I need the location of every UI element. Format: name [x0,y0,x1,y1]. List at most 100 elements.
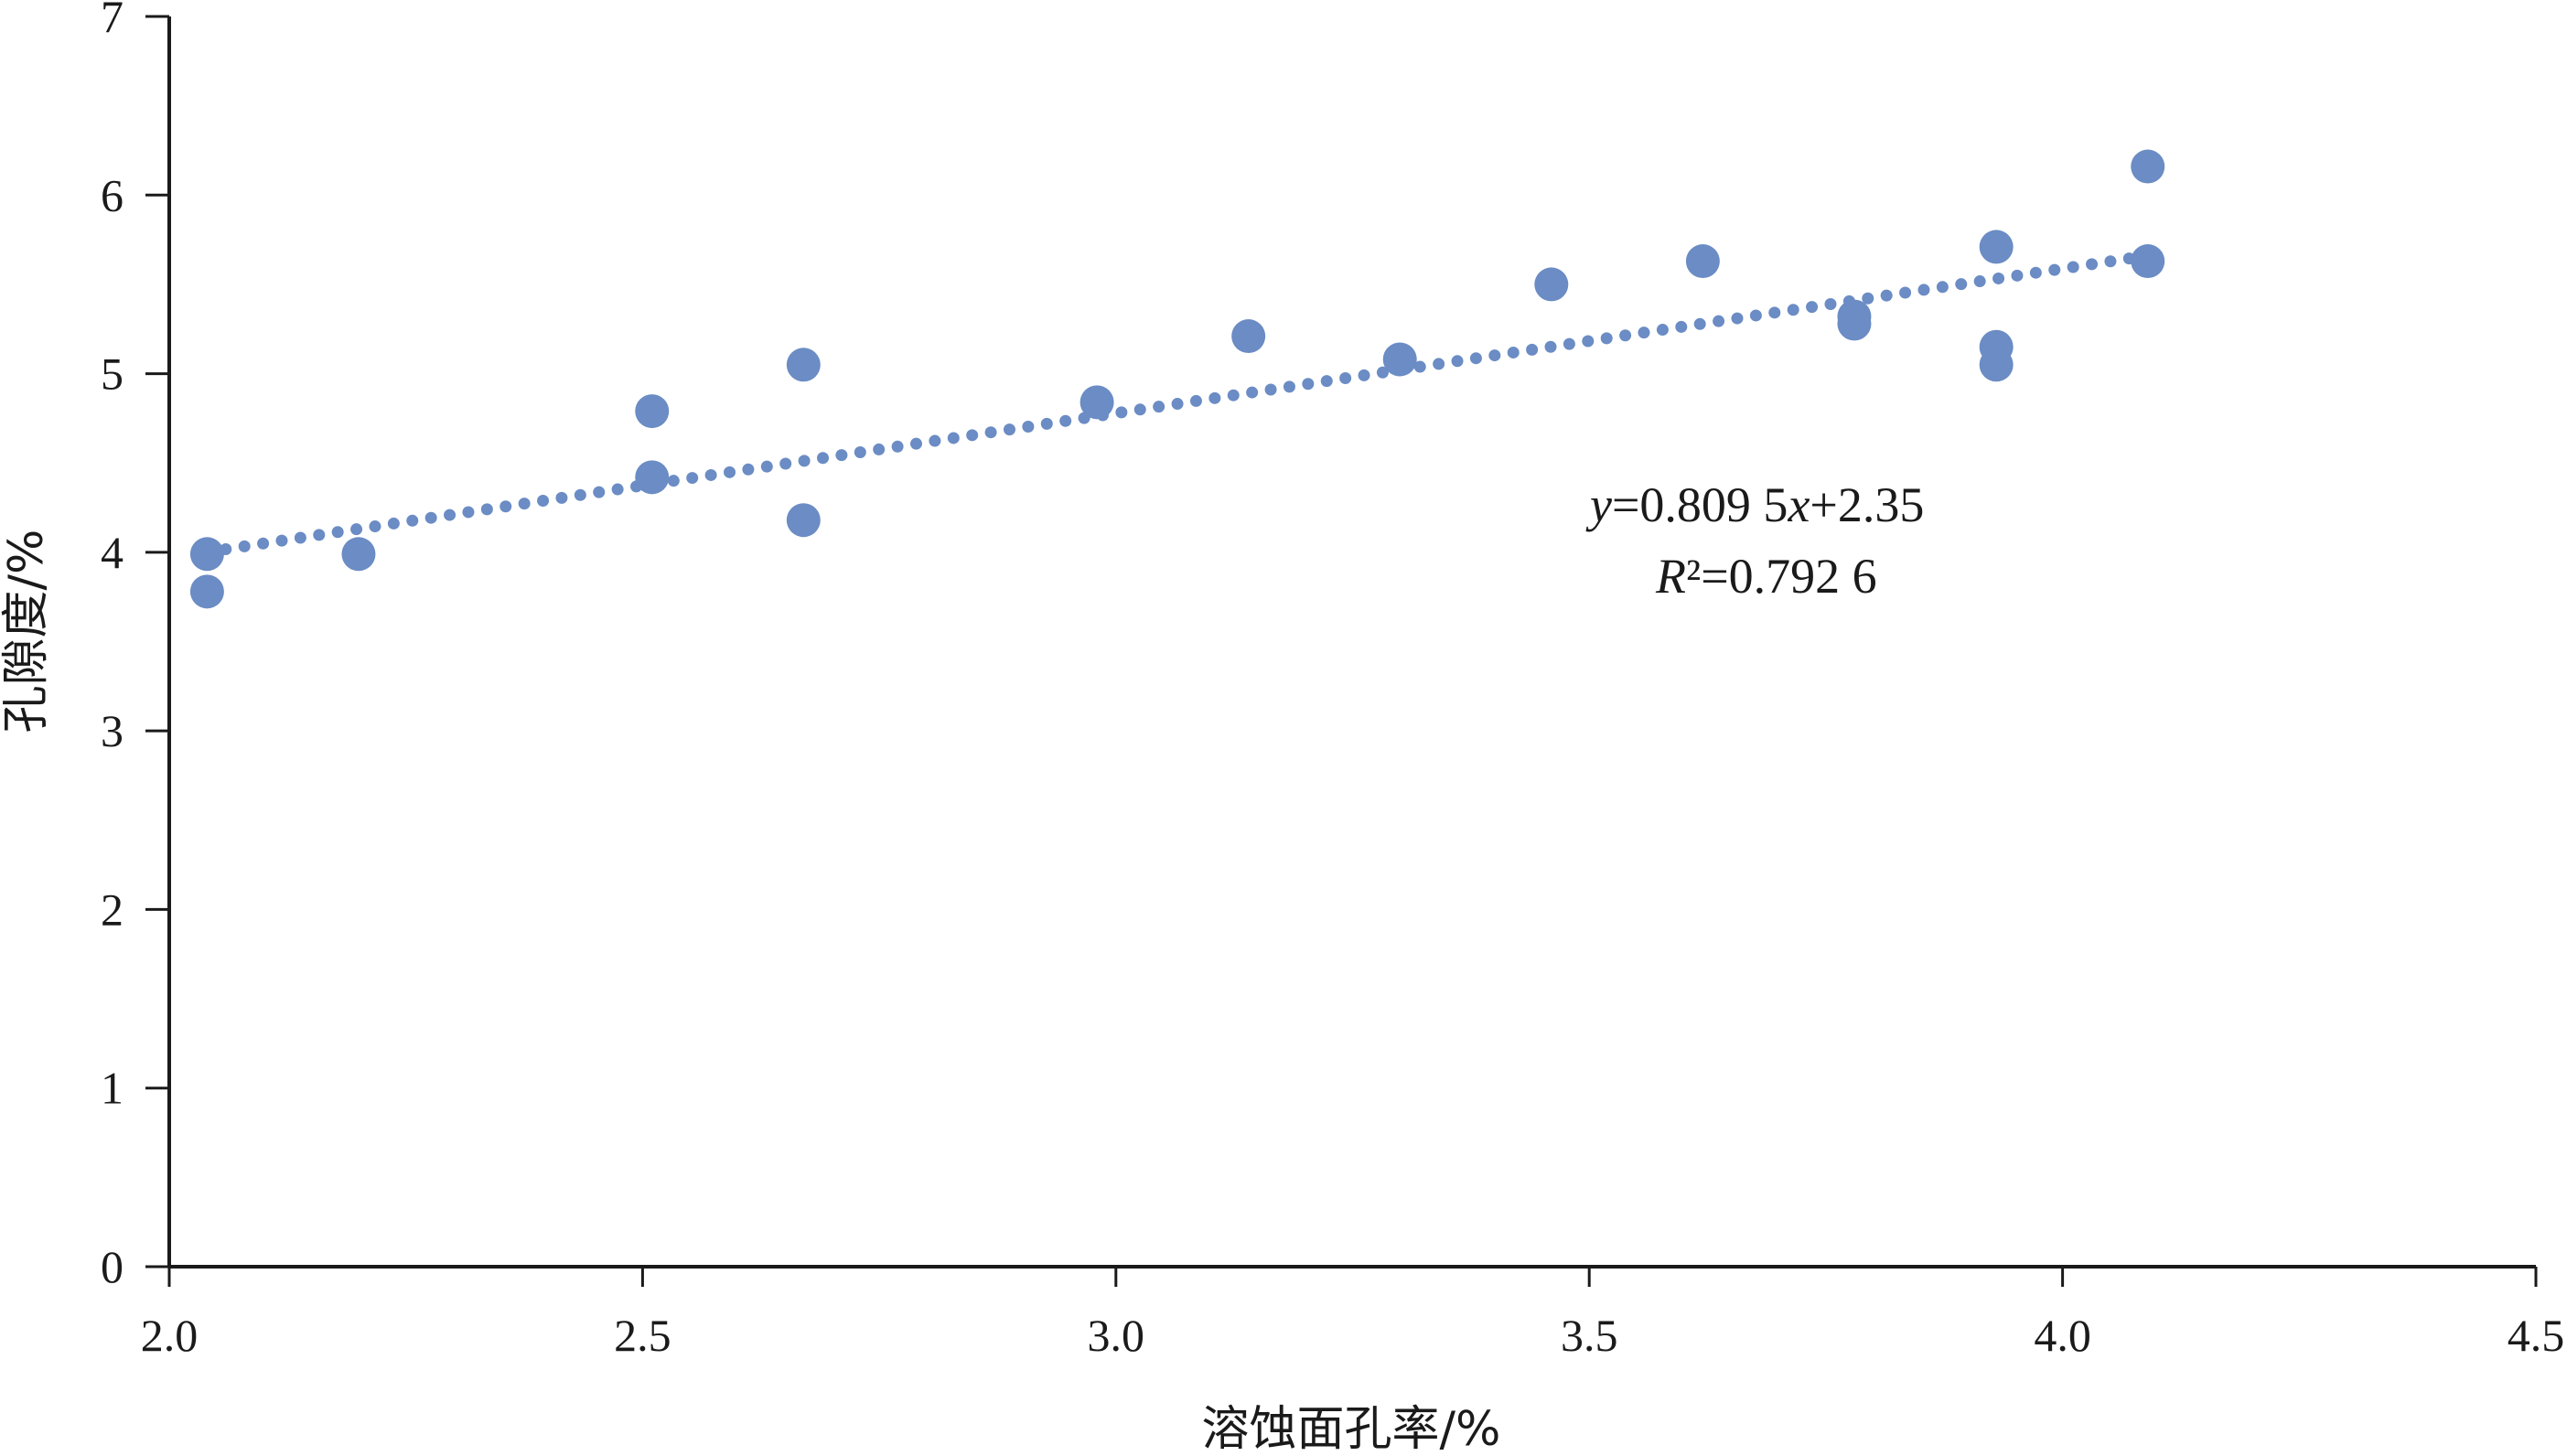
data-point [786,503,821,538]
trendline-dot [724,466,736,478]
trendline-dot [387,517,400,530]
y-tick-label: 5 [101,348,124,400]
trendline-dot [1675,320,1688,333]
data-point [1231,319,1266,354]
trendline-dot [929,434,941,447]
data-point [1534,267,1569,302]
y-tick-label: 0 [101,1241,124,1292]
trendline-dot [779,457,792,470]
trendline-dot [1880,289,1893,302]
trendline-dot [238,540,251,552]
y-tick-label: 4 [101,527,124,578]
trendline-dot [1413,360,1426,373]
trendline-dot [1693,317,1706,330]
trendline-dot [1358,369,1370,381]
data-point [635,460,670,495]
trendline-dot [480,503,493,516]
trendline-dot [1787,304,1799,316]
trendline-dot [1749,309,1762,322]
trendline-dot [1283,380,1295,393]
trendline-dot [555,491,568,504]
trendline-dot [1992,272,2005,284]
y-tick-label: 6 [101,169,124,220]
trendline-dot [369,520,381,533]
x-tick-label: 2.5 [614,1310,671,1361]
data-point [1837,306,1872,341]
trendline-dot [1656,324,1669,337]
trendline-dot [1022,420,1035,433]
r-squared: R²=0.792 6 [1655,549,1877,604]
trendline-dot [1526,343,1539,356]
equation-coef: =0.809 5 [1612,477,1788,532]
trendline-dot [686,472,699,485]
trendline-dot [1973,275,1986,288]
trendline-dot [1264,383,1277,396]
data-point [1979,230,2014,264]
data-point [341,537,376,572]
trendline-dot [1917,284,1930,296]
x-tick-label: 4.0 [2034,1310,2091,1361]
trendline-dot [667,475,680,487]
trendline-dot [1488,349,1501,362]
trendline-dot [1955,278,1968,291]
y-tick-label: 7 [101,0,124,42]
trendline-dot [1376,366,1389,379]
x-tick-label: 3.0 [1088,1310,1145,1361]
trendline-dot [537,494,550,507]
trendline-dot [1059,414,1072,427]
trendline-dot [1824,297,1837,310]
trendline-dot [1544,340,1557,353]
trendline-dot [1563,337,1575,350]
trendline-dot [1153,401,1165,413]
trendline-dot [1899,286,1912,299]
data-point [2131,149,2165,184]
trendline-dot [593,486,606,498]
x-axis-title: 溶蚀面孔率/% [1202,1402,1501,1456]
data-point [635,394,670,429]
trendline-dot [1246,386,1259,399]
trendline-dot [574,488,586,501]
trendline-dot [947,432,960,444]
trendline-dot [294,531,306,544]
data-point [786,348,821,382]
trendline-dot [1208,391,1221,404]
y-tick-label: 2 [101,883,124,935]
trendline-dot [1302,378,1315,391]
trendline-dot [2029,266,2042,279]
trendline-dot [1171,398,1184,411]
trendline-dot [275,534,288,547]
trendline-dot [518,498,531,510]
y-axis-title: 孔隙度/% [0,530,54,733]
r-squared-r: R [1655,549,1686,604]
trendline-dot [462,506,475,519]
trendline-dot [1713,315,1725,327]
y-tick-label: 1 [101,1063,124,1114]
trendline-dot [854,446,866,459]
trendline-dot [1133,403,1146,416]
trendline-dot [1469,352,1482,365]
trendline-dot [1433,358,1445,370]
trendline-dot [313,529,326,541]
y-tick-label: 3 [101,705,124,756]
trendline-dot [984,426,997,439]
trendline-dot [406,514,419,527]
x-tick-label: 2.0 [141,1310,199,1361]
x-tick-label: 3.5 [1561,1310,1618,1361]
x-axis-ticks: 2.0 2.5 3.0 3.5 4.0 4.5 [141,1267,2565,1361]
trendline-dot [2086,258,2099,271]
trendline-dot [1507,346,1520,359]
x-tick-label: 4.5 [2508,1310,2565,1361]
data-point [1382,342,1417,377]
trendline-dot [499,500,512,513]
trendline-dot [909,437,922,450]
trendline-dot [1600,332,1613,345]
trendline-dot [1582,335,1595,348]
trendline-dot [873,443,886,455]
trendline-dot [1040,417,1053,430]
trendline-dot [1339,372,1352,385]
trendline-dot [257,537,270,550]
trendline-dot [835,449,848,462]
trendline-dot [1936,281,1949,294]
trendline-dot [2104,255,2117,268]
